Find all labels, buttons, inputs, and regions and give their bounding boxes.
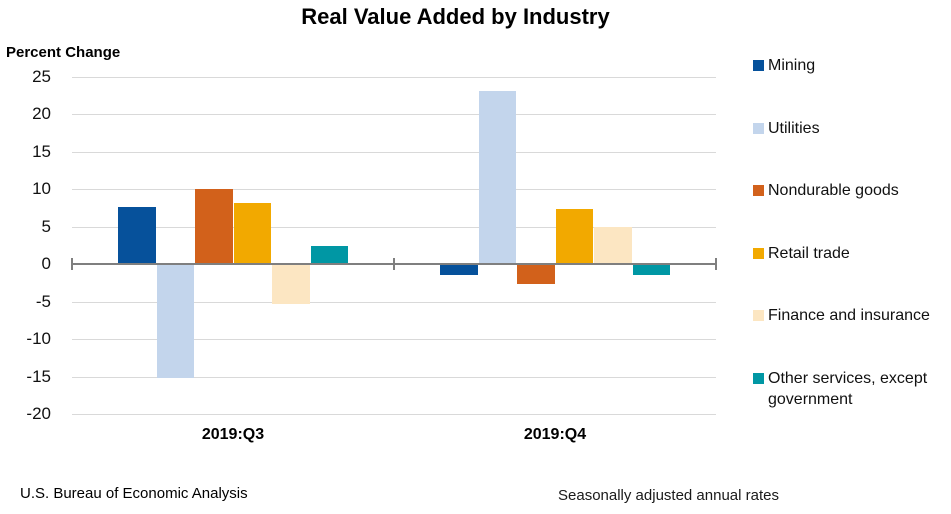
legend-label: Utilities [768, 119, 820, 137]
legend-label: Nondurable goods [768, 182, 899, 200]
legend-item-other-services-except-government: Other services, except government [753, 368, 945, 410]
bar-retail-trade [555, 208, 593, 265]
gridline [72, 77, 716, 78]
bar-utilities [156, 264, 194, 378]
bar-mining [440, 264, 478, 276]
legend-swatch [753, 310, 764, 322]
legend-swatch [753, 247, 764, 259]
source-attribution: U.S. Bureau of Economic Analysis [20, 485, 248, 502]
bar-nondurable-goods [195, 188, 233, 265]
legend-item-mining: Mining [753, 55, 945, 76]
y-tick-label: -15 [26, 366, 51, 386]
bar-other-services-except-government [310, 245, 348, 265]
legend-item-nondurable-goods: Nondurable goods [753, 180, 945, 201]
adjustment-note: Seasonally adjusted annual rates [558, 487, 779, 504]
y-tick-label: 20 [32, 104, 51, 124]
x-axis-tick [715, 258, 717, 271]
gridline [72, 301, 716, 303]
gridline [72, 226, 716, 228]
legend-label: Retail trade [768, 244, 850, 262]
x-axis-tick [393, 258, 395, 271]
legend-item-finance-and-insurance: Finance and insurance [753, 305, 945, 326]
gridline [72, 414, 716, 415]
bar-finance-and-insurance [594, 226, 632, 265]
y-tick-label: 0 [41, 254, 51, 274]
legend-swatch [753, 185, 764, 197]
legend-label: Mining [768, 57, 816, 74]
gridline [72, 339, 716, 341]
bar-other-services-except-government [632, 264, 670, 276]
legend-label: Finance and insurance [768, 307, 930, 325]
gridline [72, 151, 716, 153]
chart-title: Real Value Added by Industry [301, 4, 610, 29]
x-axis-tick [71, 258, 73, 271]
y-tick-label: 25 [32, 67, 51, 86]
legend-swatch [753, 373, 764, 384]
category-label: 2019:Q3 [201, 426, 265, 443]
gridline [72, 376, 716, 378]
legend-swatch [753, 60, 764, 71]
gridline [72, 114, 716, 116]
y-tick-label: -20 [26, 404, 51, 423]
bar-finance-and-insurance [272, 264, 310, 304]
y-axis-title: Percent Change [6, 44, 121, 61]
y-tick-label: 5 [41, 216, 51, 236]
y-tick-label: 10 [32, 179, 51, 199]
category-label: 2019:Q4 [523, 426, 587, 443]
legend-item-retail-trade: Retail trade [753, 243, 945, 264]
legend-item-utilities: Utilities [753, 118, 945, 139]
legend-swatch [753, 122, 764, 134]
gridline [72, 189, 716, 191]
bar-retail-trade [233, 202, 271, 265]
y-tick-label: -5 [35, 291, 51, 311]
legend-label: Other services, except government [768, 370, 928, 408]
bar-mining [118, 206, 156, 265]
bar-nondurable-goods [517, 264, 555, 284]
y-tick-label: -10 [26, 329, 51, 349]
bar-utilities [478, 90, 516, 265]
legend: Mining Utilities Nondurable goods Retail tr… [753, 0, 951, 514]
y-tick-label: 15 [32, 141, 51, 161]
